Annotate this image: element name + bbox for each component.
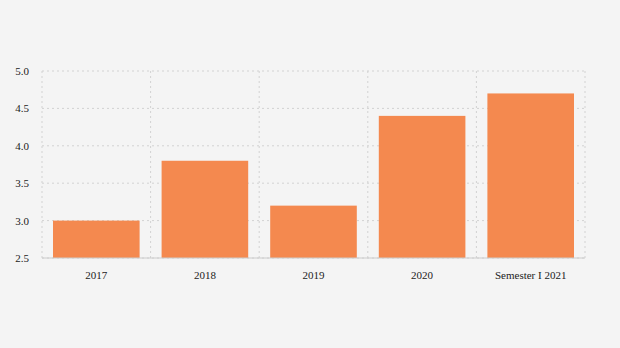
bar — [270, 206, 357, 258]
background — [0, 0, 620, 348]
bar — [487, 93, 574, 258]
x-tick-label: 2020 — [411, 269, 434, 281]
y-tick-label: 3.5 — [15, 177, 29, 189]
category-grid-line — [476, 71, 477, 258]
chart: 2.5 3.0 3.5 4.0 4.5 5.0 2017 2018 2019 2020 Semest… — [0, 0, 620, 348]
x-tick-label: 2019 — [303, 269, 326, 281]
bar — [53, 221, 140, 258]
category-grid-line — [259, 71, 260, 258]
bar — [162, 161, 249, 258]
y-tick-label: 5.0 — [15, 65, 29, 77]
category-grid-line — [367, 71, 368, 258]
y-tick-label: 4.0 — [15, 140, 29, 152]
x-tick-label: 2018 — [194, 269, 217, 281]
grid-line — [42, 71, 585, 72]
grid-line — [42, 258, 585, 259]
bars — [53, 93, 574, 258]
category-grid-line — [42, 71, 43, 258]
x-tick-label: 2017 — [85, 269, 108, 281]
y-tick-label: 3.0 — [15, 215, 29, 227]
bar — [379, 116, 466, 258]
category-grid-line — [150, 71, 151, 258]
y-tick-label: 4.5 — [15, 102, 29, 114]
y-tick-label: 2.5 — [15, 252, 29, 264]
x-tick-label: Semester I 2021 — [495, 269, 566, 281]
x-axis — [42, 258, 585, 259]
category-grid-line — [585, 71, 586, 258]
